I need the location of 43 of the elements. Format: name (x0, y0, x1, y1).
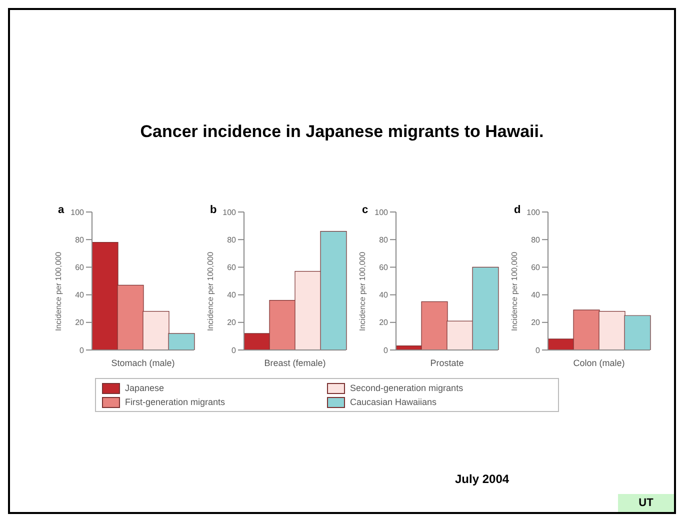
y-tick-label: 40 (227, 290, 237, 300)
x-axis-title: Stomach (male) (111, 358, 175, 368)
y-tick-label: 60 (227, 263, 237, 272)
text: Cancer incidence in Japanese migrants to Hawaii. (139, 122, 545, 142)
text: d (514, 204, 521, 216)
y-tick-label: 0 (80, 346, 85, 355)
x-axis-title: Prostate (430, 358, 464, 368)
y-tick-label: 100 (526, 208, 541, 217)
y-tick-label: 0 (384, 346, 389, 355)
legend-label: Second-generation migrants (350, 383, 464, 393)
y-tick-label: 0 (232, 346, 237, 355)
text: c (362, 204, 368, 216)
y-tick-label: 40 (75, 290, 85, 300)
y-axis-title: Incidence per 100,000 (206, 251, 215, 331)
y-tick-label: 60 (75, 263, 85, 272)
y-tick-label: 60 (531, 263, 541, 272)
y-axis-title: Incidence per 100,000 (510, 251, 519, 331)
y-tick-label: 20 (75, 318, 85, 328)
x-axis-title: Breast (female) (264, 358, 326, 368)
text: July 2004 (455, 472, 510, 486)
x-axis-title: Colon (male) (573, 358, 625, 368)
y-tick-label: 80 (379, 235, 389, 244)
y-axis-title: Incidence per 100,000 (358, 251, 367, 331)
y-tick-label: 20 (379, 318, 389, 328)
y-tick-label: 20 (531, 318, 541, 328)
y-tick-label: 40 (379, 290, 389, 300)
y-tick-label: 60 (379, 263, 389, 272)
y-tick-label: 100 (374, 208, 389, 217)
y-tick-label: 80 (531, 235, 541, 244)
y-tick-label: 80 (227, 235, 237, 244)
y-tick-label: 40 (531, 290, 541, 300)
y-tick-label: 100 (70, 208, 85, 217)
y-tick-label: 80 (75, 235, 85, 244)
y-tick-label: 0 (536, 346, 541, 355)
legend-label: Caucasian Hawaiians (350, 397, 437, 407)
y-axis-title: Incidence per 100,000 (54, 251, 63, 331)
text: a (58, 204, 64, 216)
y-tick-label: 100 (222, 208, 237, 217)
legend-label: Japanese (125, 383, 164, 393)
legend-label: First-generation migrants (125, 397, 226, 407)
y-tick-label: 20 (227, 318, 237, 328)
text: UT (618, 494, 674, 512)
text: b (210, 204, 217, 216)
